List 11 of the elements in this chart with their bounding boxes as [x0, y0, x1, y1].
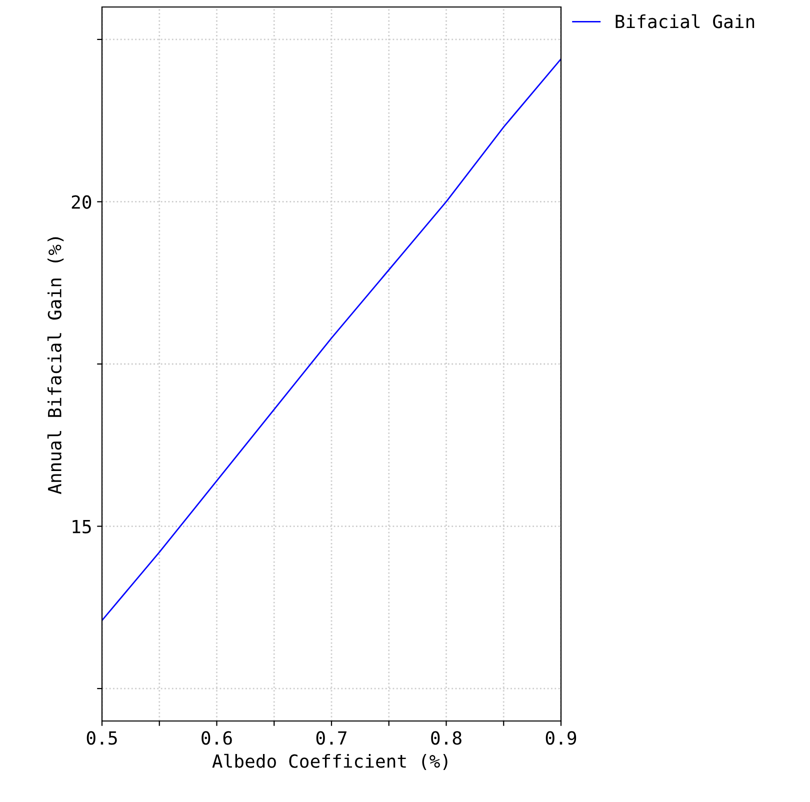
y-tick-label: 15	[72, 520, 91, 534]
x-axis-title: Albedo Coefficient (%)	[212, 754, 448, 770]
y-tick-label: 20	[72, 195, 92, 209]
legend-label: Bifacial Gain	[616, 14, 754, 28]
line-series	[102, 58, 561, 622]
x-tick-label: 0.7	[316, 731, 346, 745]
x-tick-label: 0.5	[86, 731, 117, 745]
x-tick-label: 0.8	[431, 731, 462, 745]
x-tick-label: 0.6	[202, 731, 232, 745]
y-axis-title: Annual Bifacial Gain (%)	[47, 237, 64, 494]
x-tick-label: 0.9	[546, 731, 576, 745]
